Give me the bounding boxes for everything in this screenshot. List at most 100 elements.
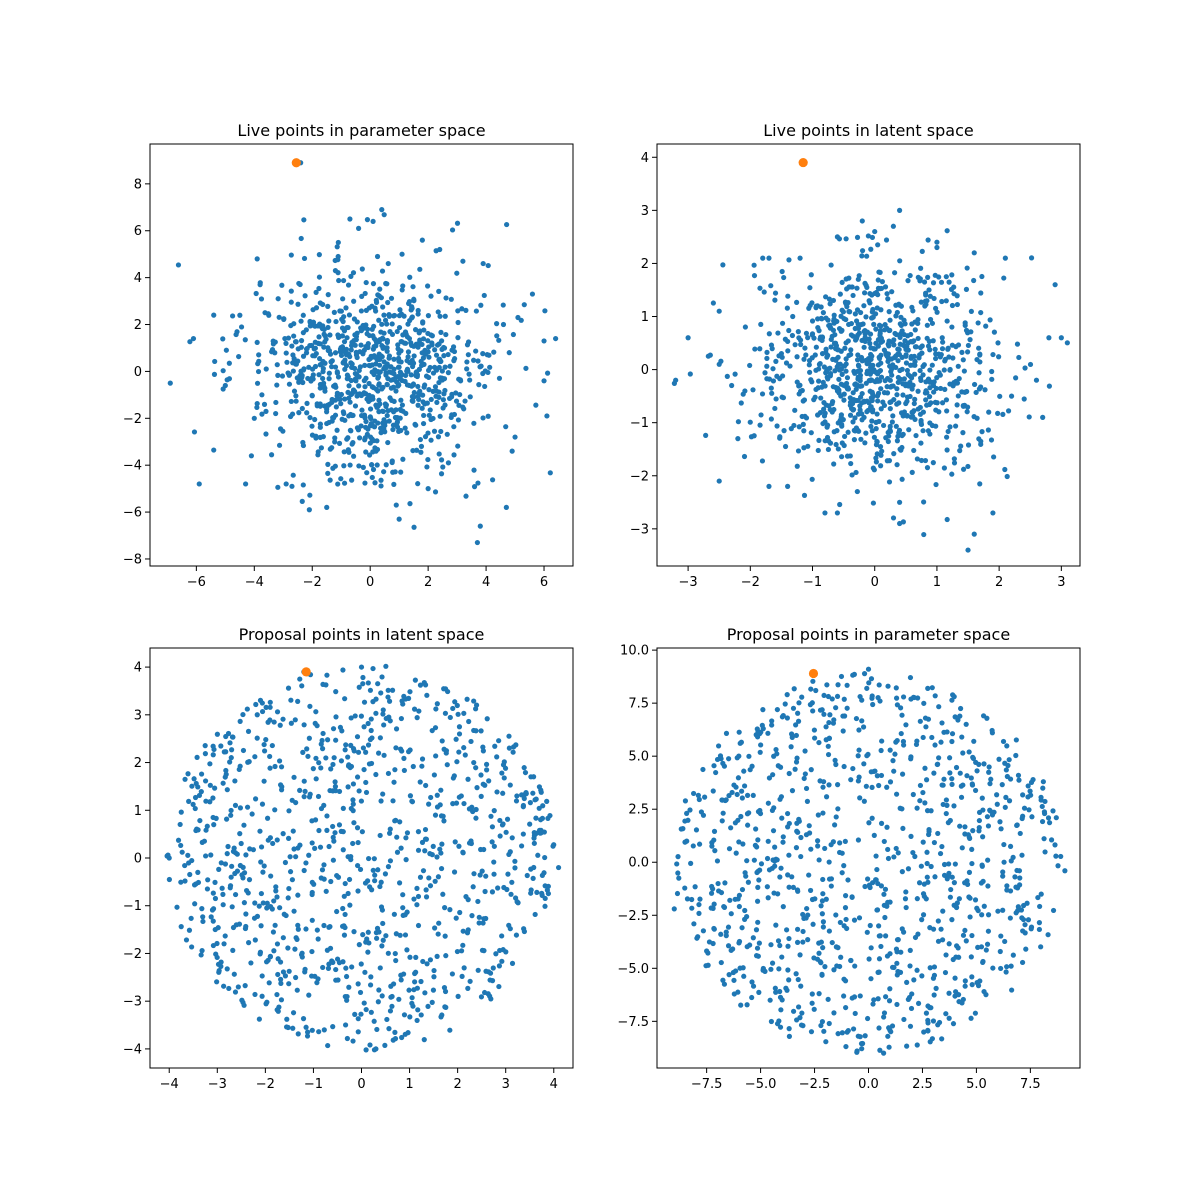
data-point <box>907 947 913 953</box>
data-point <box>891 768 897 774</box>
data-point <box>893 946 900 952</box>
data-point <box>440 464 446 470</box>
data-point <box>912 327 918 333</box>
data-point <box>192 794 199 801</box>
data-point <box>383 715 389 722</box>
data-point <box>379 207 385 213</box>
data-point <box>307 414 313 421</box>
data-point <box>319 324 325 330</box>
data-point <box>793 971 799 977</box>
data-point <box>389 459 395 466</box>
data-point <box>249 811 255 817</box>
data-point <box>822 510 828 516</box>
data-point <box>353 349 359 355</box>
data-point <box>793 722 799 728</box>
data-point <box>838 381 844 387</box>
data-point <box>828 842 834 848</box>
data-point <box>331 415 337 421</box>
data-point <box>780 904 786 910</box>
data-point <box>842 905 849 911</box>
data-point <box>869 815 875 821</box>
data-point <box>918 265 924 271</box>
data-point <box>467 377 473 383</box>
data-point <box>759 391 766 397</box>
data-point <box>853 386 859 392</box>
data-point <box>193 780 199 787</box>
data-point <box>822 419 828 425</box>
data-point <box>527 821 533 827</box>
data-point <box>406 298 413 305</box>
data-point <box>426 412 432 418</box>
data-point <box>318 875 324 881</box>
data-point <box>779 714 785 720</box>
data-point <box>1058 853 1064 860</box>
data-point <box>475 967 481 973</box>
data-point <box>979 429 985 435</box>
data-point <box>376 317 382 323</box>
data-point <box>290 828 296 834</box>
y-tick-label: 1 <box>134 804 142 819</box>
data-point <box>258 890 264 897</box>
data-point <box>959 845 965 851</box>
data-point <box>175 837 182 843</box>
data-point <box>473 348 479 354</box>
data-point <box>900 738 907 745</box>
data-point <box>776 353 782 359</box>
data-point <box>815 412 821 418</box>
data-point <box>711 828 718 834</box>
x-tick-label: 4 <box>482 575 490 590</box>
data-point <box>380 707 386 713</box>
data-point <box>433 753 439 759</box>
data-point <box>881 838 887 845</box>
data-point <box>478 793 484 799</box>
data-point <box>782 443 789 450</box>
data-point <box>221 941 227 947</box>
data-point <box>302 788 308 794</box>
data-point <box>796 383 802 389</box>
data-point <box>425 313 431 319</box>
data-point <box>378 477 384 483</box>
data-point <box>368 415 374 422</box>
data-point <box>1039 803 1045 810</box>
data-point <box>788 426 794 432</box>
data-point <box>316 252 322 258</box>
data-point <box>373 386 380 393</box>
data-point <box>965 442 972 448</box>
data-point <box>825 751 832 758</box>
y-tick-label: −3 <box>630 522 649 537</box>
data-point <box>845 386 852 392</box>
data-point <box>881 422 887 429</box>
y-tick-label: 2 <box>134 756 142 771</box>
data-point <box>836 849 843 856</box>
data-point <box>394 328 400 335</box>
data-point <box>922 457 929 464</box>
data-point <box>876 923 882 929</box>
data-point <box>833 944 839 950</box>
data-point <box>481 846 487 853</box>
data-point <box>316 1029 322 1035</box>
data-point <box>443 953 449 959</box>
data-point <box>781 428 787 434</box>
data-point <box>490 965 496 971</box>
data-point <box>870 306 876 313</box>
data-point <box>399 1034 405 1041</box>
data-point <box>500 947 506 953</box>
data-point <box>300 353 307 359</box>
data-point <box>491 871 497 877</box>
data-point <box>478 302 484 308</box>
data-point <box>855 837 862 843</box>
data-point <box>278 976 284 983</box>
data-point <box>774 423 780 429</box>
data-point <box>476 382 482 388</box>
data-point <box>899 476 905 482</box>
data-point <box>418 449 424 455</box>
data-point <box>673 377 679 383</box>
data-point <box>991 329 998 335</box>
data-point <box>738 1002 744 1008</box>
data-point <box>930 338 936 344</box>
data-point <box>388 364 394 370</box>
data-point <box>246 940 252 946</box>
data-point <box>210 795 216 801</box>
data-point <box>454 220 461 226</box>
data-point <box>896 302 902 308</box>
